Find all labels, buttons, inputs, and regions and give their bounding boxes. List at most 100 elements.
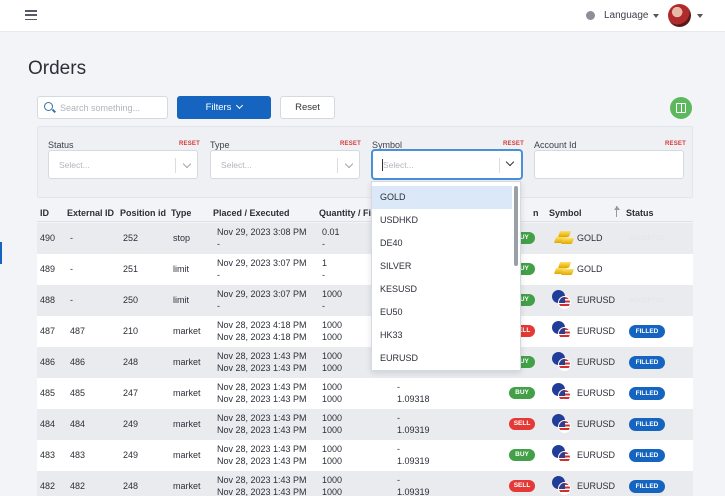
cell-fill: - [322,301,325,311]
cell-external-id: - [70,264,73,274]
select-separator [499,158,500,173]
col-placed-executed[interactable]: Placed / Executed [213,208,290,218]
cell-executed: Nov 28, 2023 1:43 PM [217,487,307,496]
symbol-option[interactable]: DE40 [380,238,403,248]
cell-symbol: GOLD [577,264,603,274]
col-side[interactable]: n [533,208,539,218]
type-filter-select[interactable]: Select... [210,150,360,179]
sort-arrow-icon[interactable] [613,206,620,217]
cell-external-id: 482 [70,481,86,491]
cell-id: 489 [40,264,56,274]
search-input[interactable] [60,100,164,116]
cell-symbol: EURUSD [577,295,616,305]
symbol-option[interactable]: KESUSD [380,284,418,294]
cell-price: - [397,413,400,423]
status-filter-select[interactable]: Select... [48,150,198,179]
cell-id: 484 [40,419,56,429]
cell-position-id: 250 [123,295,139,305]
language-selector[interactable]: Language [604,10,649,21]
col-symbol[interactable]: Symbol [549,208,582,218]
text-cursor [382,159,383,171]
col-status[interactable]: Status [626,208,654,218]
search-box[interactable] [37,96,168,119]
cell-type: market [173,326,201,336]
cell-position-id: 248 [123,481,139,491]
symbol-option[interactable]: EURUSD [380,353,419,363]
cell-executed: Nov 28, 2023 1:43 PM [217,363,307,373]
col-type[interactable]: Type [171,208,192,218]
account-id-filter-input[interactable] [534,150,684,179]
page-title: Orders [28,58,87,79]
user-avatar[interactable] [668,4,691,27]
symbol-filter-reset[interactable]: RESET [503,141,525,147]
cell-position-id: 252 [123,233,139,243]
cell-type: market [173,419,201,429]
account-id-filter-label: Account Id [534,140,577,150]
filters-button[interactable]: Filters [177,96,271,119]
cell-type: limit [173,295,189,305]
type-filter-reset[interactable]: RESET [340,141,362,147]
symbol-dropdown: GOLD USDHKD DE40 SILVER KESUSD EU50 HK33 EURUSD [371,181,521,371]
eurusd-flag-icon [552,445,572,465]
table-row[interactable]: 484 484 249 market Nov 28, 2023 1:43 PM Nov 2… [37,409,693,440]
table-row[interactable]: 487 487 210 market Nov 28, 2023 4:18 PM Nov 2… [37,316,693,347]
gold-bars-icon [553,231,575,245]
cell-quantity: 1 [322,258,328,268]
symbol-option[interactable]: EU50 [380,307,403,317]
cell-external-id: - [70,295,73,305]
status-filter-reset[interactable]: RESET [179,141,201,147]
cell-external-id: 487 [70,326,86,336]
symbol-option[interactable]: GOLD [372,186,512,209]
language-caret-icon[interactable] [653,14,659,18]
status-badge: FILLED [629,325,665,338]
side-badge: BUY [509,449,535,461]
col-position-id[interactable]: Position id [120,208,166,218]
dropdown-scrollbar[interactable] [514,186,518,266]
chevron-down-icon[interactable] [182,159,192,169]
chevron-down-icon[interactable] [505,157,515,167]
table-row[interactable]: 488-250 limit Nov 29, 2023 3:07 PM -1000- BU… [37,285,693,316]
eurusd-flag-icon [552,414,572,434]
col-id[interactable]: ID [40,208,49,218]
symbol-option[interactable]: USDHKD [380,215,419,225]
cell-position-id: 247 [123,388,139,398]
table-row[interactable]: 489-251 limit Nov 29, 2023 3:07 PM -1- BUY GO… [37,254,693,285]
cell-fill: 1000 [322,425,343,435]
table-row[interactable]: 486 486 248 market Nov 28, 2023 1:43 PM Nov 2… [37,347,693,378]
language-status-icon [586,11,595,20]
cell-quantity: 1000 [322,320,343,330]
chevron-down-icon[interactable] [344,159,354,169]
eurusd-flag-icon [552,352,572,372]
gold-bars-icon [553,262,575,276]
symbol-filter-select[interactable]: Select... [372,150,522,179]
cell-external-id: 486 [70,357,86,367]
cell-price: - [397,444,400,454]
account-id-filter-reset[interactable]: RESET [665,141,687,147]
cell-position-id: 210 [123,326,139,336]
cell-type: market [173,388,201,398]
cell-id: 488 [40,295,56,305]
cell-symbol: EURUSD [577,419,616,429]
table-row[interactable]: 483 483 249 market Nov 28, 2023 1:43 PM Nov 2… [37,440,693,471]
table-row[interactable]: 490-252 stop Nov 29, 2023 3:08 PM -0.01- BUY… [37,223,693,254]
side-badge: BUY [509,387,535,399]
side-badge: SELL [509,480,535,492]
status-filter-label: Status [48,140,74,150]
filters-button-label: Filters [205,102,232,113]
symbol-option[interactable]: HK33 [380,330,403,340]
user-menu-caret-icon[interactable] [697,14,703,18]
table-row[interactable]: 482 482 248 market Nov 28, 2023 1:43 PM Nov 2… [37,471,693,496]
col-external-id[interactable]: External ID [67,208,115,218]
cell-position-id: 251 [123,264,139,274]
reset-button[interactable]: Reset [280,96,335,119]
cell-symbol: EURUSD [577,450,616,460]
hamburger-menu-icon[interactable] [25,10,37,21]
cell-quantity: 0.01 [322,227,340,237]
col-quantity-fill[interactable]: Quantity / Fill [319,208,377,218]
table-row[interactable]: 485 485 247 market Nov 28, 2023 1:43 PM Nov 2… [37,378,693,409]
cell-symbol: GOLD [577,233,603,243]
export-excel-icon[interactable] [670,97,692,119]
status-badge: FILLED [629,356,665,369]
cell-placed: Nov 28, 2023 1:43 PM [217,413,307,423]
symbol-option[interactable]: SILVER [380,261,412,271]
